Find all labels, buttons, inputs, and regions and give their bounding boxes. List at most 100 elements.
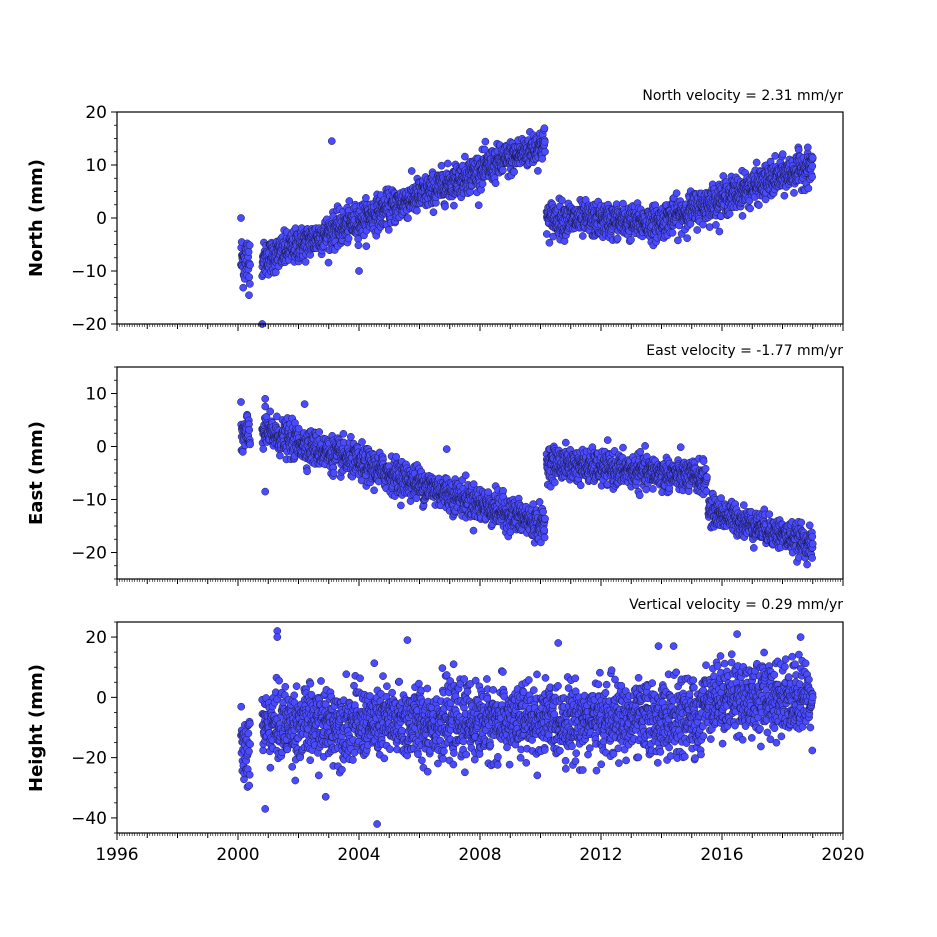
data-point (344, 234, 353, 243)
data-point (461, 152, 469, 161)
data-point (245, 241, 254, 250)
data-point (619, 199, 627, 208)
data-point (238, 448, 247, 456)
data-point (542, 230, 551, 238)
data-point (481, 137, 490, 146)
data-point (245, 426, 254, 434)
data-point (346, 432, 355, 441)
data-point (429, 208, 438, 217)
data-point (676, 443, 685, 452)
data-point (804, 184, 813, 193)
outlier-point (327, 137, 336, 145)
east-velocity-label: East velocity = -1.77 mm/yr (646, 343, 843, 359)
data-point (246, 261, 254, 269)
y-tick-label: −20 (71, 315, 107, 335)
data-point (461, 471, 470, 480)
y-tick-label: 0 (96, 209, 107, 229)
data-point (362, 242, 371, 251)
data-point (441, 202, 449, 211)
east-points (237, 394, 817, 569)
data-point (693, 226, 702, 234)
data-point (469, 526, 478, 535)
data-point (699, 220, 707, 229)
data-point (491, 179, 500, 188)
data-point (725, 209, 734, 218)
data-point (339, 429, 348, 438)
data-point (780, 191, 789, 200)
y-tick-label: 20 (85, 103, 107, 123)
data-point (642, 485, 651, 494)
data-point (266, 407, 275, 416)
outlier-point (237, 214, 245, 222)
y-tick-label: −10 (71, 262, 107, 282)
data-point (540, 526, 549, 534)
north-points (237, 124, 817, 328)
north-velocity-label: North velocity = 2.31 mm/yr (642, 88, 843, 104)
data-point (619, 443, 627, 452)
data-point (550, 478, 559, 487)
data-point (558, 196, 566, 205)
data-point (303, 467, 311, 476)
data-point (541, 514, 549, 523)
data-point (699, 457, 708, 466)
data-point (534, 167, 542, 175)
data-point (315, 428, 324, 436)
data-point (613, 234, 622, 243)
data-point (683, 234, 692, 243)
data-point (808, 153, 817, 162)
data-point (803, 143, 812, 152)
north-panel: North velocity = 2.31 mm/yr North (mm) −… (26, 88, 844, 335)
data-point (535, 498, 544, 506)
data-point (712, 221, 720, 229)
data-point (499, 486, 507, 495)
data-point (672, 189, 681, 198)
data-point (362, 194, 370, 202)
data-point (738, 212, 747, 220)
data-point (276, 451, 284, 460)
data-point (668, 228, 677, 237)
data-point (345, 197, 354, 205)
data-point (484, 488, 493, 496)
data-point (771, 152, 780, 160)
data-point (397, 501, 405, 510)
data-point (538, 154, 547, 163)
data-point (246, 440, 254, 449)
data-point (392, 452, 401, 461)
data-point (752, 158, 761, 167)
data-point (540, 533, 549, 542)
data-point (450, 201, 458, 210)
data-point (384, 226, 393, 234)
data-point (245, 291, 253, 300)
data-point (539, 507, 547, 516)
data-point (808, 162, 817, 170)
data-point (510, 168, 518, 176)
east-ylabel: East (mm) (26, 421, 47, 525)
data-point (259, 445, 268, 453)
data-point (244, 248, 253, 256)
data-point (301, 258, 310, 266)
data-point (239, 283, 248, 292)
data-point (641, 442, 649, 450)
data-point (237, 398, 245, 406)
y-tick-label: 10 (85, 156, 107, 176)
data-point (404, 214, 412, 222)
data-point (755, 201, 763, 209)
north-ylabel: North (mm) (26, 159, 47, 277)
data-point (778, 150, 787, 158)
data-point (578, 232, 587, 240)
data-point (576, 481, 585, 490)
data-point (413, 206, 421, 215)
data-point (540, 124, 549, 133)
data-point (808, 173, 816, 181)
data-point (474, 201, 483, 210)
data-point (324, 258, 333, 267)
data-point (674, 236, 682, 245)
data-point (715, 227, 724, 236)
data-point (245, 273, 254, 281)
data-point (649, 485, 657, 493)
data-point (627, 235, 635, 244)
data-point (561, 438, 570, 447)
outlier-point (355, 267, 363, 275)
data-point (478, 179, 487, 188)
